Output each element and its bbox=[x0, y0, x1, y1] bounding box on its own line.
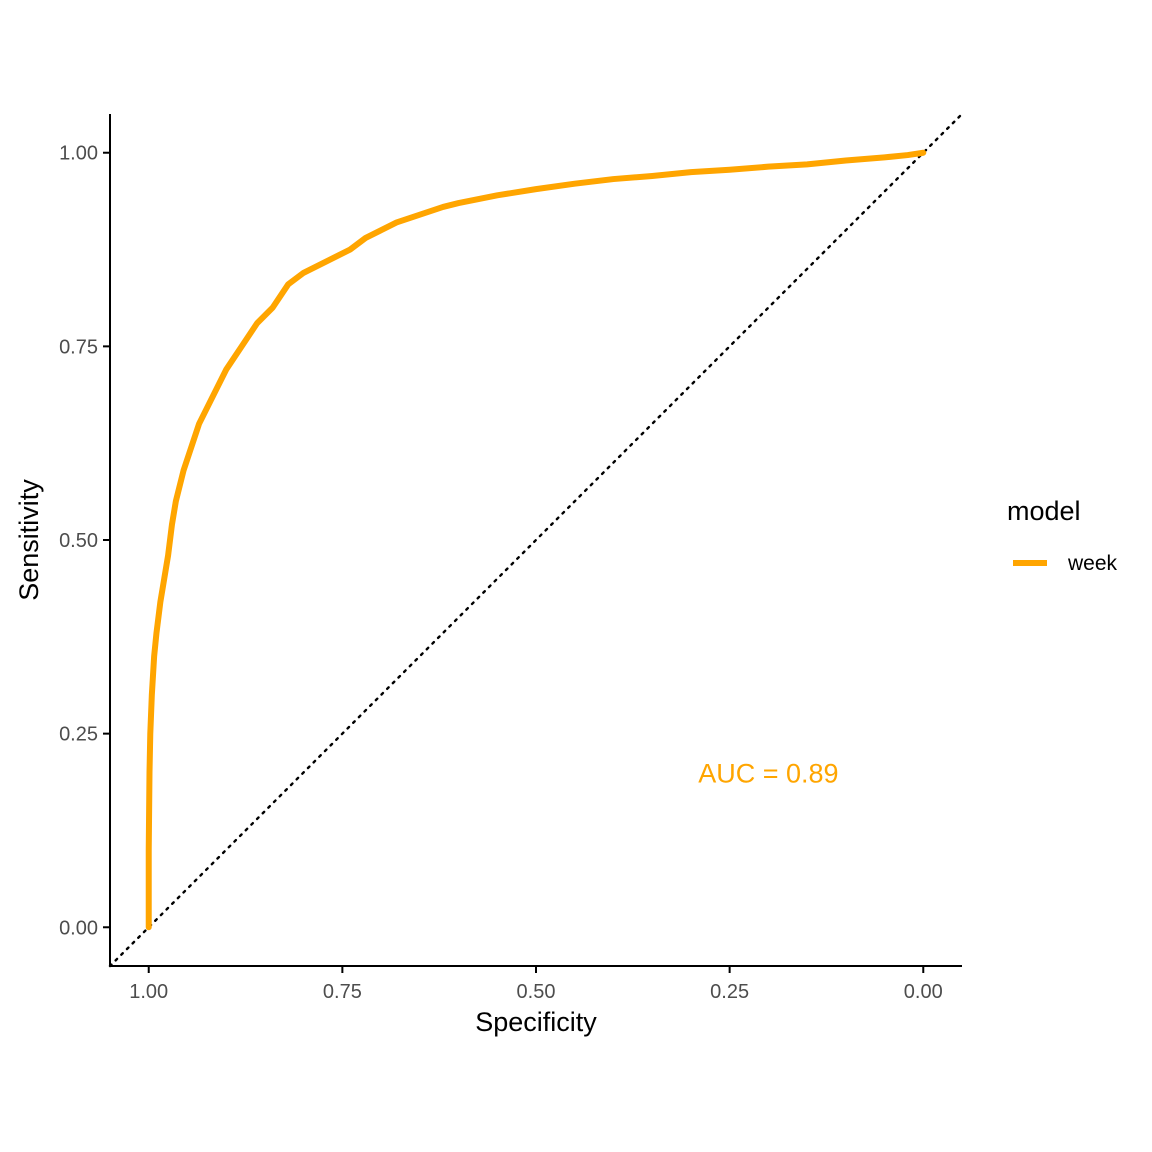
y-tick-label: 0.75 bbox=[59, 336, 98, 358]
plot-panel bbox=[108, 112, 964, 968]
x-axis-title: Specificity bbox=[475, 1007, 597, 1037]
axes: 1.00 0.75 0.50 0.25 0.00 0.000.250.500.751.0… bbox=[59, 114, 962, 1003]
y-tick-label: 0.50 bbox=[59, 530, 98, 552]
y-tick-label: 0.00 bbox=[59, 917, 98, 939]
roc-curve-week bbox=[145, 149, 927, 931]
y-tick-label: 1.00 bbox=[59, 143, 98, 165]
x-tick-label: 0.25 bbox=[710, 981, 749, 1003]
reference-diagonal-line bbox=[108, 112, 964, 968]
legend: model week bbox=[1007, 496, 1118, 575]
x-tick-label: 1.00 bbox=[129, 981, 168, 1003]
x-tick-label: 0.50 bbox=[517, 981, 556, 1003]
legend-label-week: week bbox=[1067, 552, 1118, 575]
auc-annotation: AUC = 0.89 bbox=[698, 758, 838, 788]
x-ticks: 1.00 0.75 0.50 0.25 0.00 bbox=[129, 966, 943, 1003]
y-tick-label: 0.25 bbox=[59, 724, 98, 746]
legend-title: model bbox=[1007, 496, 1081, 526]
x-tick-label: 0.75 bbox=[323, 981, 362, 1003]
y-ticks: 0.00 0.25 0.50 0.75 1.00 bbox=[59, 143, 110, 939]
y-axis-title: Sensitivity bbox=[14, 479, 44, 601]
x-tick-label: 0.00 bbox=[904, 981, 943, 1003]
